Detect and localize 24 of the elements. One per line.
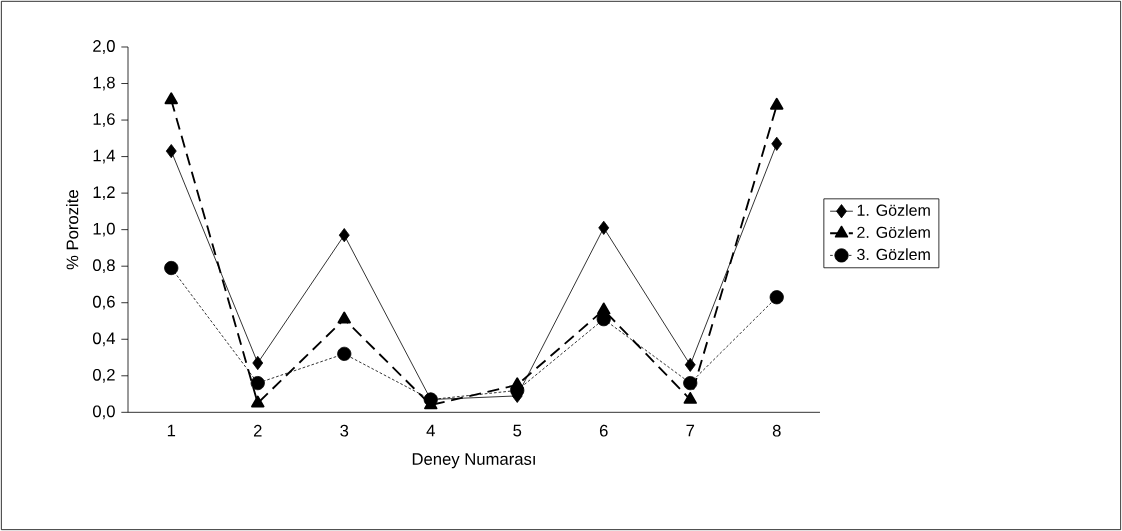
y-tick-label: 1,6: [93, 113, 115, 127]
x-tick-label: 4: [426, 424, 435, 437]
legend-label: 2. Gözlem: [857, 226, 930, 238]
y-tick-label: 1,2: [93, 186, 115, 201]
legend-label: 1. Gözlem: [857, 204, 930, 216]
y-tick-label: 0,0: [93, 405, 115, 420]
x-axis-title: Deney Numarası: [412, 453, 535, 469]
y-tick-label: 0,4: [93, 332, 116, 347]
legend-label: 3. Gözlem: [857, 248, 930, 261]
y-tick-label: 1,8: [93, 76, 115, 91]
y-tick-label: 1,0: [93, 222, 115, 237]
x-tick-label: 1: [167, 424, 176, 437]
x-tick-label: 2: [253, 424, 262, 437]
y-tick-label: 0,6: [93, 295, 115, 310]
y-axis-title: % Porozite: [66, 190, 79, 270]
x-tick-label: 7: [686, 424, 695, 437]
x-tick-label: 6: [599, 424, 608, 437]
x-tick-label: 3: [340, 424, 349, 437]
y-tick-label: 0,8: [93, 259, 115, 274]
x-tick-label: 8: [772, 424, 781, 437]
x-tick-label: 5: [513, 424, 522, 437]
y-tick-label: 0,2: [93, 368, 115, 383]
y-tick-label: 1,4: [93, 149, 116, 164]
y-tick-label: 2,0: [93, 40, 115, 54]
